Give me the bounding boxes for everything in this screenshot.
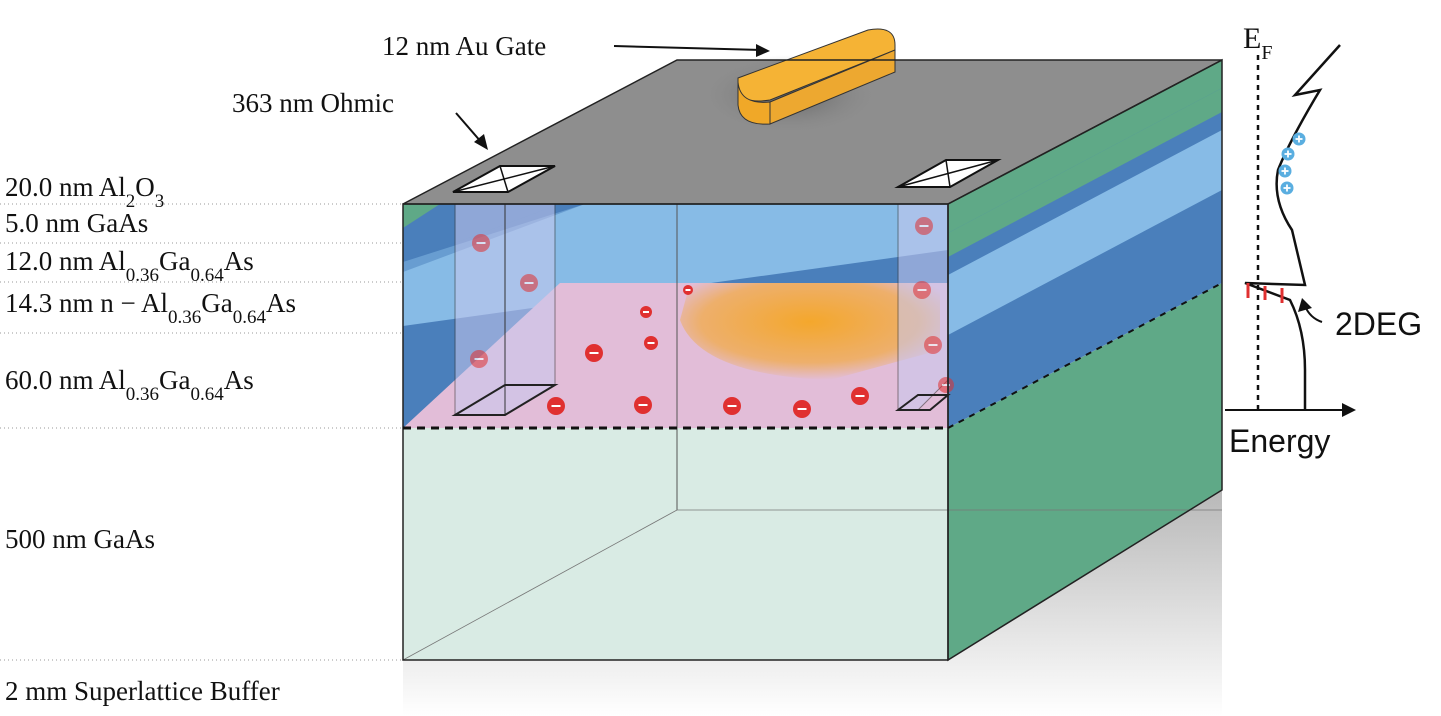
minus-circle-icon xyxy=(683,285,693,295)
twodeg-label: 2DEG xyxy=(1335,306,1422,342)
minus-circle-icon xyxy=(913,281,931,299)
ohmic-base-left xyxy=(451,384,559,416)
ohmic-label: 363 nm Ohmic xyxy=(232,88,394,118)
au-gate xyxy=(737,28,896,125)
minus-circle-icon xyxy=(851,387,869,405)
energy-label: Energy xyxy=(1229,423,1330,459)
pyramid-contact-icon xyxy=(452,165,556,193)
green-strip-right xyxy=(948,88,1222,257)
minus-circle-icon xyxy=(723,397,741,415)
plus-circle-icon xyxy=(1292,132,1306,146)
minus-circle-icon xyxy=(547,397,565,415)
pyramid-contact-icon xyxy=(894,159,1002,188)
minus-circle-icon xyxy=(472,234,490,252)
minus-circle-icon xyxy=(793,400,811,418)
layer-label-algaas-barrier: 60.0 nm Al0.36Ga0.64As xyxy=(5,365,254,405)
gaas-right-face xyxy=(948,283,1222,660)
minus-circle-icon xyxy=(585,344,603,362)
conduction-band xyxy=(1244,44,1341,410)
plus-circle-icon xyxy=(1281,147,1295,161)
minus-circle-icon xyxy=(634,396,652,414)
gaas-front-face xyxy=(403,428,948,660)
fermi-level-label: EF xyxy=(1243,22,1272,64)
interface-line-side xyxy=(947,282,1223,429)
plus-circle-icon xyxy=(1278,164,1292,178)
plus-circle-icon xyxy=(1280,181,1294,195)
layer-label-algaas-spacer: 12.0 nm Al0.36Ga0.64As xyxy=(5,246,254,286)
minus-circle-icon xyxy=(938,377,954,393)
layer-label-superlattice: 2 mm Superlattice Buffer xyxy=(5,676,280,706)
depletion-region xyxy=(680,283,940,380)
layer-label-al2o3: 20.0 nm Al2O3 xyxy=(5,172,164,212)
band-diagram xyxy=(1225,44,1356,417)
light-blue-right xyxy=(948,130,1222,335)
cube-top-outline xyxy=(402,59,1223,205)
layer-label-gaas-cap: 5.0 nm GaAs xyxy=(5,208,148,238)
green-cap-right xyxy=(948,60,1222,233)
minus-circle-icon xyxy=(640,306,652,318)
minus-circle-icon xyxy=(470,350,488,368)
minus-circle-icon xyxy=(915,217,933,235)
hidden-edge-diagonal xyxy=(402,509,678,661)
minus-circle-icon xyxy=(520,274,538,292)
layer-label-algaas-doped: 14.3 nm n − Al0.36Ga0.64As xyxy=(5,288,296,328)
minus-circle-icon xyxy=(644,336,658,350)
ohmic-arrow xyxy=(455,112,483,144)
layer-label-gaas-buffer: 500 nm GaAs xyxy=(5,524,155,554)
minus-circle-icon xyxy=(924,336,942,354)
gate-label: 12 nm Au Gate xyxy=(382,31,546,61)
green-cap-left xyxy=(403,204,440,228)
electron-group xyxy=(470,217,954,418)
hole-group xyxy=(1278,132,1306,195)
cube-shadow xyxy=(403,490,1222,716)
gate-arrow xyxy=(613,45,763,51)
